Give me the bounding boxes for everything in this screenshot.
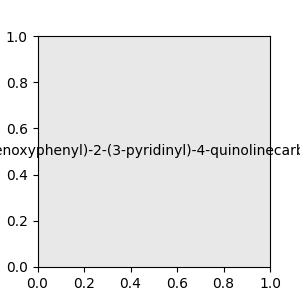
Text: N-(2-phenoxyphenyl)-2-(3-pyridinyl)-4-quinolinecarboxamide: N-(2-phenoxyphenyl)-2-(3-pyridinyl)-4-qu… — [0, 145, 300, 158]
